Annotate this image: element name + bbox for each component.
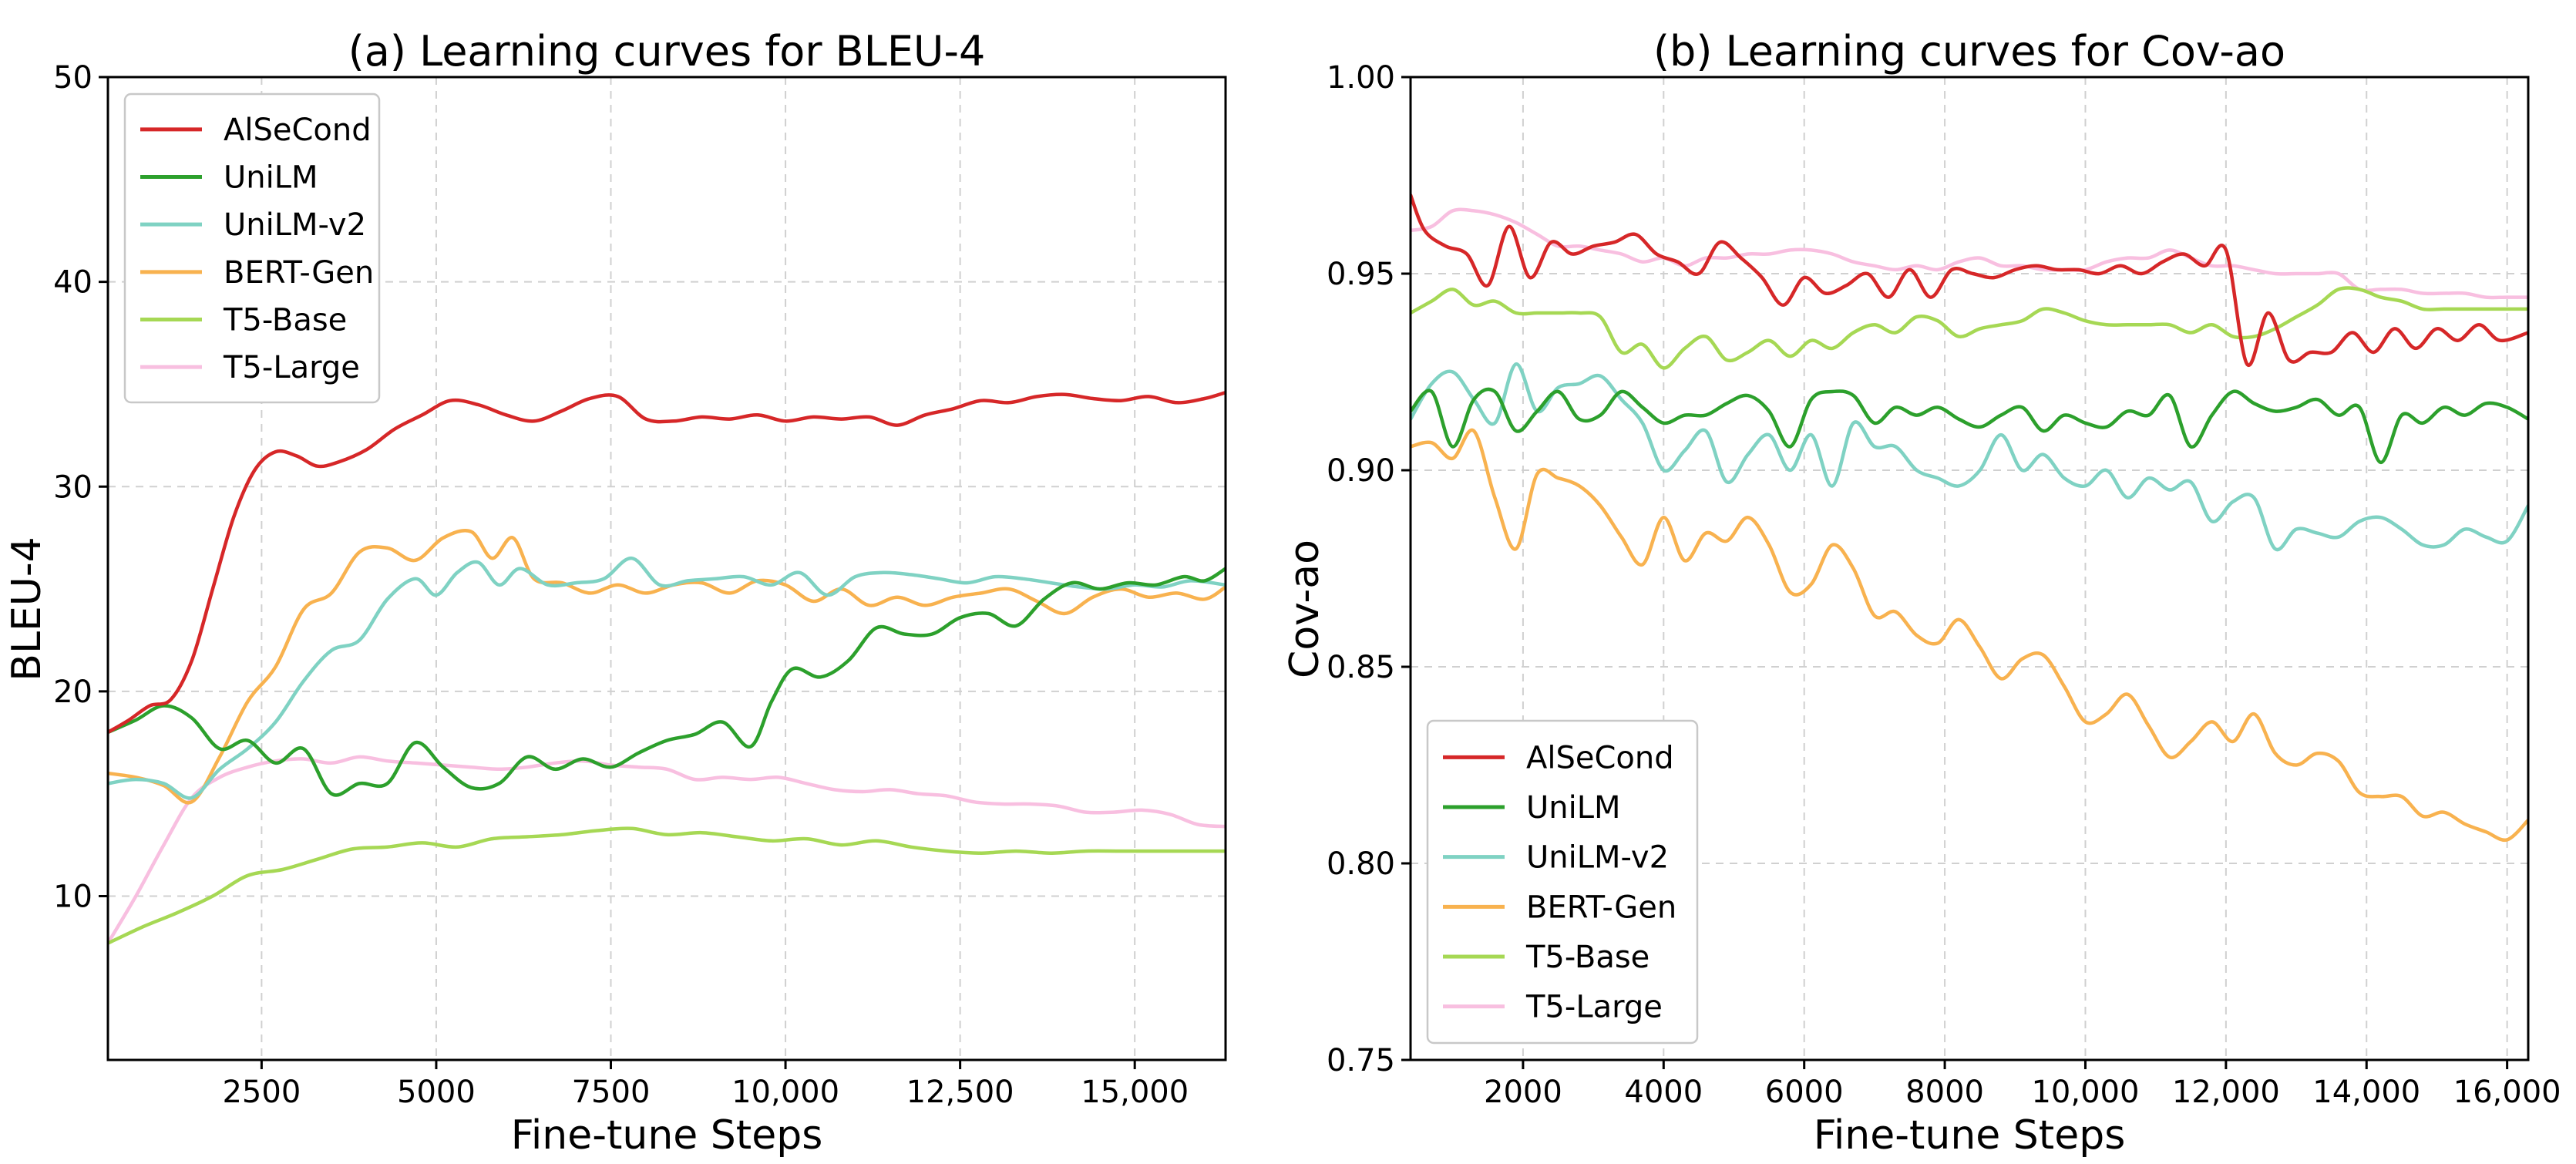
- chart-a-legend-label-t5-base: T5-Base: [223, 303, 347, 338]
- chart-a-ticks: 2500 5000 7500 10,000 12,500 15,000 10 20 30 40 50: [53, 60, 1189, 1110]
- chart-a-ytick-label: 30: [53, 469, 92, 505]
- chart-b-ylabel: Cov-ao: [1282, 540, 1328, 678]
- chart-b-xtick-label: 8000: [1905, 1075, 1984, 1110]
- chart-b-legend-label-unilm: UniLM: [1526, 790, 1621, 826]
- chart-b-xtick-label: 14,000: [2312, 1075, 2420, 1110]
- chart-a-legend-label-t5-large: T5-Large: [223, 350, 360, 385]
- chart-b-xtick-label: 4000: [1624, 1075, 1703, 1110]
- chart-a-series-unilm-v2: [108, 556, 1226, 800]
- chart-a-xtick-label: 15,000: [1081, 1075, 1189, 1110]
- chart-a-legend-label-alsecond: AlSeCond: [224, 113, 372, 148]
- chart-a-xtick-label: 12,500: [906, 1075, 1014, 1110]
- chart-b-series-alsecond: [1411, 193, 2528, 368]
- chart-bleu4: (a) Learning curves for BLEU-4 Fine-tune…: [4, 27, 1227, 1159]
- chart-b-ytick-label: 0.80: [1327, 846, 1395, 882]
- chart-a-legend-label-unilm: UniLM: [224, 160, 318, 196]
- chart-b-legend-label-bert-gen: BERT-Gen: [1526, 890, 1676, 925]
- chart-a-series-t5-large: [108, 755, 1226, 945]
- chart-b-plot-frame: [1409, 76, 2530, 1061]
- chart-b-xtick-label: 16,000: [2453, 1075, 2561, 1110]
- chart-b-ytick-label: 0.95: [1327, 257, 1395, 292]
- chart-a-xlabel: Fine-tune Steps: [511, 1112, 823, 1159]
- chart-a-ytick-label: 10: [53, 880, 92, 915]
- chart-b-ytick-label: 0.75: [1327, 1043, 1395, 1078]
- chart-a-xtick-label: 7500: [572, 1075, 651, 1110]
- chart-a-series-bert-gen: [108, 528, 1226, 805]
- chart-b-series-bert-gen: [1411, 428, 2528, 843]
- chart-a-series-layer: [108, 390, 1226, 945]
- chart-b-series-t5-base: [1411, 286, 2528, 370]
- chart-b-ticks: 2000 4000 6000 8000 10,000 12,000 14,000 16,000…: [1327, 60, 2561, 1110]
- chart-covao: (b) Learning curves for Cov-ao Fine-tune…: [1282, 27, 2561, 1159]
- chart-a-legend-label-bert-gen: BERT-Gen: [224, 255, 374, 291]
- chart-b-xtick-label: 2000: [1484, 1075, 1562, 1110]
- chart-b-xtick-label: 6000: [1765, 1075, 1844, 1110]
- chart-b-legend-label-t5-large: T5-Large: [1525, 990, 1663, 1025]
- chart-a-xtick-label: 2500: [222, 1075, 301, 1110]
- chart-b-ytick-label: 1.00: [1327, 60, 1395, 96]
- chart-b-legend-box: [1426, 719, 1699, 1045]
- chart-b-title: (b) Learning curves for Cov-ao: [1653, 27, 2285, 76]
- chart-a-series-unilm: [108, 567, 1226, 797]
- chart-b-legend-label-alsecond: AlSeCond: [1526, 740, 1674, 775]
- chart-b-series-unilm-v2: [1411, 362, 2528, 552]
- chart-b-legend-label-t5-base: T5-Base: [1525, 940, 1650, 975]
- chart-a-ytick-label: 40: [53, 265, 92, 301]
- chart-b-ytick-label: 0.85: [1327, 650, 1395, 685]
- chart-a-xtick-label: 5000: [397, 1075, 476, 1110]
- chart-a-title: (a) Learning curves for BLEU-4: [348, 27, 986, 76]
- chart-b-legend-label-unilm-v2: UniLM-v2: [1526, 840, 1669, 876]
- chart-b-legend: AlSeCond UniLM UniLM-v2 BERT-Gen T5-Base T5-L…: [1426, 719, 1699, 1045]
- chart-b-xlabel: Fine-tune Steps: [1814, 1112, 2126, 1159]
- chart-a-legend: AlSeCond UniLM UniLM-v2 BERT-Gen T5-Base T5-L…: [123, 93, 381, 404]
- chart-a-ylabel: BLEU-4: [4, 537, 50, 681]
- chart-b-xtick-label: 12,000: [2172, 1075, 2280, 1110]
- chart-b-xtick-label: 10,000: [2031, 1075, 2139, 1110]
- chart-b-series-unilm: [1411, 387, 2528, 465]
- chart-a-legend-box: [123, 93, 381, 404]
- chart-a-plot-frame: [106, 76, 1227, 1061]
- chart-a-series-alsecond: [108, 390, 1226, 735]
- chart-a-xtick-label: 10,000: [731, 1075, 839, 1110]
- chart-a-series-t5-base: [108, 826, 1226, 945]
- chart-a-ytick-label: 20: [53, 675, 92, 710]
- chart-b-series-layer: [1411, 193, 2528, 843]
- chart-b-ytick-label: 0.90: [1327, 453, 1395, 489]
- chart-b-series-t5-large: [1411, 207, 2528, 300]
- chart-a-ytick-label: 50: [53, 60, 92, 96]
- chart-a-legend-label-unilm-v2: UniLM-v2: [224, 207, 366, 243]
